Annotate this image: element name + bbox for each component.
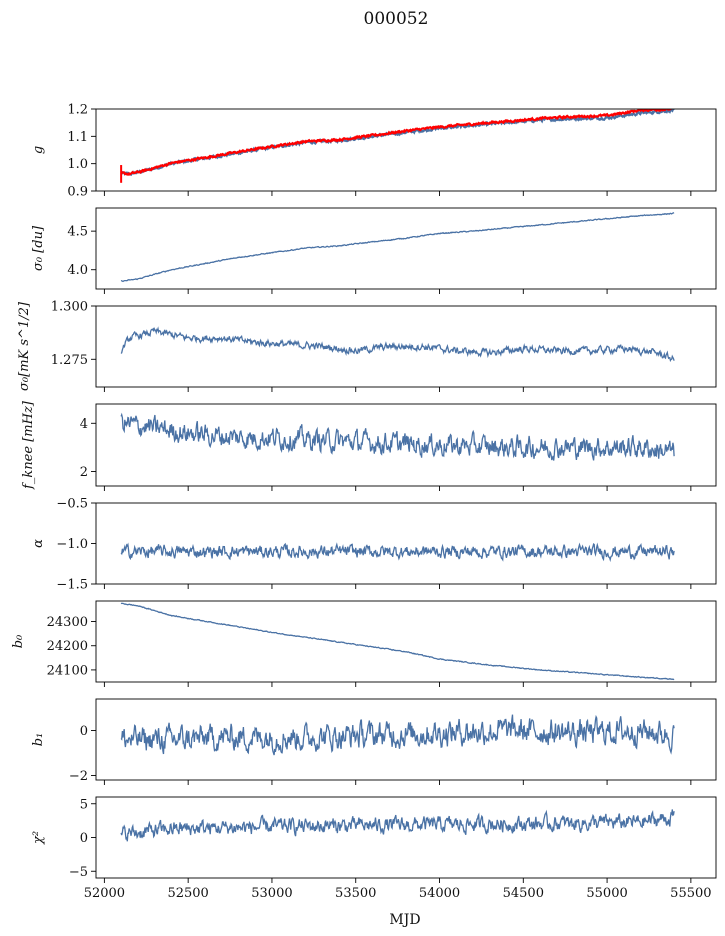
y-tick-label: 1.0 (67, 157, 88, 172)
y-tick-label: 5 (80, 797, 88, 812)
y-tick-label: 24300 (47, 615, 88, 630)
y-tick-label: 1.300 (51, 300, 88, 315)
panels: 0.9 1.0 1.1 1.2 g 4.0 4.5 σ₀ [du] 1.275 1.300 σ₀[m… (11, 103, 717, 901)
panel-1: 0.9 1.0 1.1 1.2 g (31, 103, 717, 200)
panel-5: −1.5 −1.0 −0.5 α (31, 497, 717, 593)
y-tick-label: 4.0 (67, 263, 88, 278)
y-tick-label: −1.5 (56, 578, 88, 593)
series-line-7-1 (120, 714, 675, 756)
axes-frame-2 (95, 207, 717, 290)
y-axis-label-1: g (31, 146, 46, 154)
x-tick-label: 53500 (335, 886, 376, 901)
x-tick-label: 53000 (251, 886, 292, 901)
y-tick-label: 0.9 (67, 185, 88, 200)
y-tick-label: 2 (80, 465, 88, 480)
y-axis-label-4: f_knee [mHz] (21, 400, 36, 490)
series-line-4-1 (120, 412, 675, 461)
panel-2: 4.0 4.5 σ₀ [du] (31, 207, 717, 294)
x-tick-label: 54000 (419, 886, 460, 901)
y-axis-label-3: σ₀[mK s^1/2] (17, 301, 32, 391)
y-tick-label: 24200 (47, 639, 88, 654)
panel-8: −5 0 5 52000 52500 53000 53500 54000 54500 55000 5… (31, 796, 717, 901)
axes-frame-3 (95, 305, 717, 388)
y-axis-label-2: σ₀ [du] (31, 225, 46, 271)
y-tick-label: −5 (69, 865, 88, 880)
x-tick-label: 55000 (586, 886, 627, 901)
y-tick-label: 1.1 (67, 130, 88, 145)
y-tick-label: 24100 (47, 663, 88, 678)
axes-frame-8 (95, 796, 717, 879)
x-tick-label: 52000 (84, 886, 125, 901)
axes-frame-1 (95, 108, 717, 192)
x-tick-label: 54500 (503, 886, 544, 901)
y-axis-label-7: b₁ (31, 733, 46, 747)
series-line-1-1 (120, 109, 675, 177)
y-tick-label: 0 (80, 831, 88, 846)
y-tick-label: 0 (80, 724, 88, 739)
y-axis-label-8: χ² (31, 831, 46, 845)
panel-7: −2 0 b₁ (31, 698, 717, 785)
axes-frame-4 (95, 403, 717, 487)
x-tick-label: 55500 (670, 886, 711, 901)
y-tick-label: 1.2 (67, 103, 88, 118)
series-line-6-1 (120, 602, 675, 681)
figure-title: 000052 (364, 9, 429, 29)
axes-frame-5 (95, 502, 717, 585)
y-tick-label: 4 (80, 417, 88, 432)
axes-frame-7 (95, 698, 717, 781)
y-tick-label: −0.5 (56, 497, 88, 512)
y-tick-label: −2 (69, 769, 88, 784)
series-line-1-2 (120, 109, 675, 176)
panel-6: 24100 24200 24300 b₀ (11, 600, 717, 687)
panel-3: 1.275 1.300 σ₀[mK s^1/2] (17, 300, 717, 392)
series-line-2-1 (120, 212, 675, 283)
series-line-5-1 (120, 542, 675, 563)
x-tick-label: 52500 (167, 886, 208, 901)
y-tick-label: −1.0 (56, 537, 88, 552)
y-axis-label-6: b₀ (11, 634, 26, 648)
panel-4: 2 4 f_knee [mHz] (21, 400, 717, 491)
y-tick-label: 4.5 (67, 225, 88, 240)
series-line-8-1 (120, 809, 675, 842)
y-tick-label: 1.275 (51, 353, 88, 368)
axes-frame-6 (95, 600, 717, 683)
y-axis-label-5: α (31, 539, 46, 548)
x-axis-label: MJD (389, 912, 420, 928)
series-line-3-1 (120, 326, 675, 363)
